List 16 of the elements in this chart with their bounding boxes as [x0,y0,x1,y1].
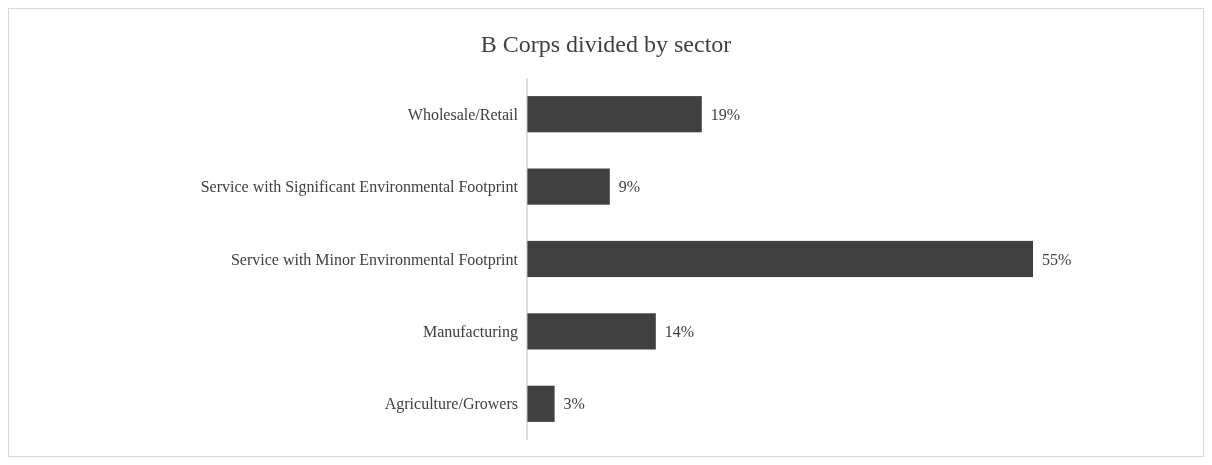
bar [527,168,610,205]
bar [527,313,656,350]
y-tick-label: Agriculture/Growers [384,395,518,414]
data-label: 9% [618,178,641,196]
y-tick-label: Service with Significant Environmental Footprint [200,178,519,197]
bar [527,96,702,133]
chart-title: B Corps divided by sector [480,31,732,57]
data-label: 19% [710,105,741,123]
bar [527,385,555,422]
bar [527,240,1033,278]
data-label: 3% [563,395,585,413]
data-label: 55% [1042,250,1072,268]
y-tick-label: Service with Minor Environmental Footprint [230,250,519,269]
data-label: 14% [664,323,695,340]
y-tick-label: Wholesale/Retail [407,105,519,123]
y-tick-label: Manufacturing [422,323,518,341]
